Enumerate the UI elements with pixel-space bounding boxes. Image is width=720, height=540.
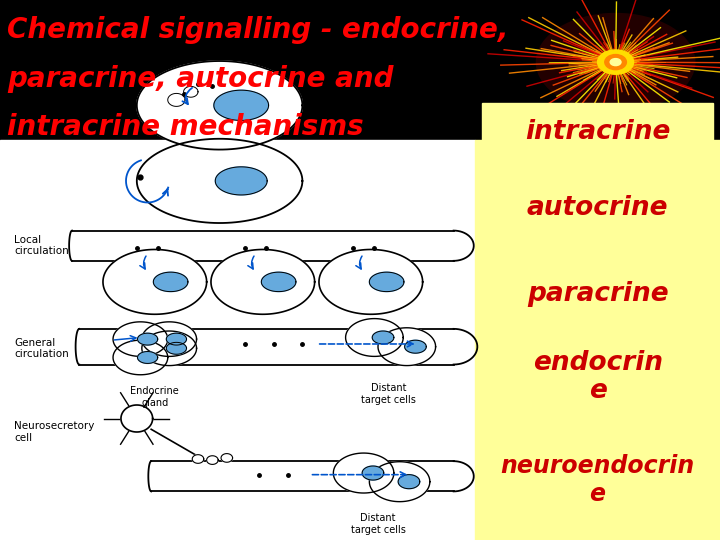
Ellipse shape: [598, 50, 634, 74]
Polygon shape: [166, 333, 186, 345]
Text: Endocrine
gland: Endocrine gland: [130, 386, 179, 408]
Polygon shape: [207, 456, 218, 464]
Polygon shape: [192, 455, 204, 463]
Polygon shape: [362, 466, 384, 480]
Text: endocrin: endocrin: [533, 350, 662, 376]
Polygon shape: [369, 272, 404, 292]
Bar: [482, 178, 713, 238]
Polygon shape: [142, 322, 197, 356]
Text: Neurosecretory
cell: Neurosecretory cell: [14, 421, 95, 443]
Text: Local
circulation: Local circulation: [14, 235, 69, 256]
Polygon shape: [103, 249, 207, 314]
Polygon shape: [166, 342, 186, 354]
Polygon shape: [113, 322, 168, 356]
Ellipse shape: [605, 55, 626, 70]
Polygon shape: [369, 462, 430, 502]
Polygon shape: [137, 139, 302, 223]
Text: autocrine: autocrine: [527, 195, 668, 221]
Text: General
circulation: General circulation: [14, 338, 69, 359]
Bar: [482, 340, 713, 410]
Bar: [482, 265, 713, 324]
Polygon shape: [319, 249, 423, 314]
Text: Chemical signalling - endocrine,: Chemical signalling - endocrine,: [7, 16, 508, 44]
Polygon shape: [346, 319, 403, 356]
Polygon shape: [378, 328, 436, 366]
Ellipse shape: [611, 59, 621, 65]
Bar: [475, 140, 720, 540]
Bar: [482, 103, 713, 162]
Polygon shape: [138, 333, 158, 345]
Polygon shape: [221, 454, 233, 462]
Polygon shape: [137, 61, 302, 150]
Text: paracrine: paracrine: [527, 281, 668, 307]
Polygon shape: [333, 453, 394, 493]
Bar: [482, 443, 713, 513]
Polygon shape: [138, 352, 158, 363]
Text: neuroendocrin: neuroendocrin: [500, 454, 695, 478]
Text: e: e: [590, 482, 606, 506]
Text: Distant
target cells: Distant target cells: [351, 513, 405, 535]
Polygon shape: [153, 272, 188, 292]
Polygon shape: [121, 405, 153, 432]
Text: intracrine mechanisms: intracrine mechanisms: [7, 113, 364, 141]
Text: Distant
target cells: Distant target cells: [361, 383, 416, 405]
Polygon shape: [398, 475, 420, 489]
Bar: [0, 140, 475, 540]
Text: intracrine: intracrine: [525, 119, 670, 145]
Polygon shape: [215, 167, 267, 195]
Polygon shape: [113, 340, 168, 375]
Polygon shape: [142, 331, 197, 366]
Polygon shape: [372, 331, 394, 344]
Text: e: e: [589, 379, 606, 404]
Polygon shape: [211, 249, 315, 314]
Polygon shape: [214, 90, 269, 120]
Polygon shape: [261, 272, 296, 292]
Ellipse shape: [536, 14, 695, 111]
Polygon shape: [405, 340, 426, 353]
Text: paracrine, autocrine and: paracrine, autocrine and: [7, 65, 394, 93]
